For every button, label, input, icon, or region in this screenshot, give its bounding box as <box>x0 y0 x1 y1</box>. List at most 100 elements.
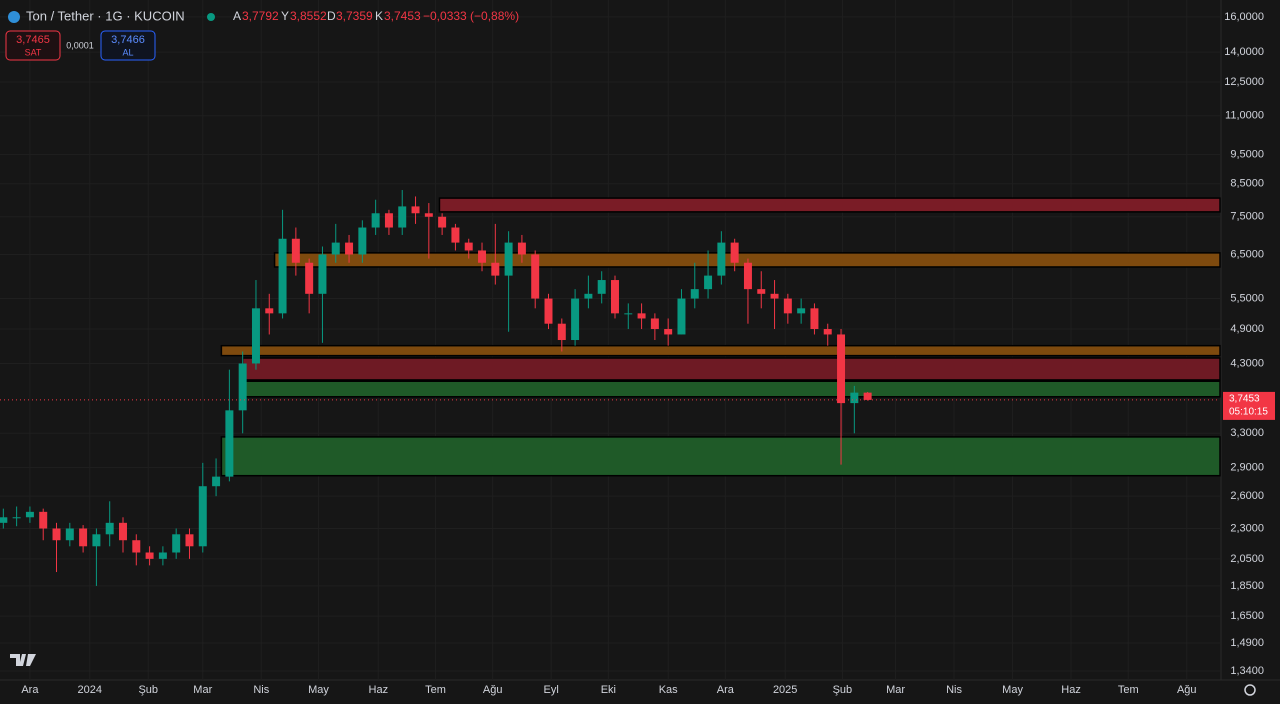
y-tick-label: 2,3000 <box>1230 522 1264 534</box>
candle-body <box>743 262 752 290</box>
candle-body <box>797 308 806 314</box>
candle-body <box>850 392 859 404</box>
candle-body <box>770 293 779 299</box>
header: Ton / Tether · 1G · KUCOIN A 3,7792 Y 3,… <box>8 8 519 23</box>
y-tick-label: 4,9000 <box>1230 323 1264 335</box>
x-tick-label: 2025 <box>773 684 797 696</box>
x-tick-label: Ara <box>21 684 39 696</box>
x-tick-label: Haz <box>1061 684 1081 696</box>
candle-body <box>79 528 88 547</box>
candle-body <box>198 486 207 547</box>
x-tick-label: May <box>308 684 329 696</box>
spread: 0,0001 <box>66 40 94 50</box>
candle-body <box>119 522 127 541</box>
settings-icon[interactable] <box>1244 684 1256 696</box>
candle-body <box>305 262 314 294</box>
candle-body <box>12 517 21 519</box>
zone <box>241 380 1221 398</box>
candle-body <box>251 308 260 364</box>
candle-body <box>398 206 407 228</box>
y-tick-label: 1,8500 <box>1230 580 1264 592</box>
sell-price: 3,7465 <box>16 34 50 46</box>
candle-body <box>571 298 580 341</box>
sell-button[interactable] <box>5 30 61 61</box>
ohlc-key: K <box>375 9 383 23</box>
candle-body <box>624 313 633 315</box>
candle-body <box>331 242 340 255</box>
x-tick-label: Tem <box>1118 684 1139 696</box>
x-tick-label: Nis <box>253 684 269 696</box>
candle-body <box>757 289 766 294</box>
zone <box>220 436 1221 477</box>
y-tick-label: 4,3000 <box>1230 357 1264 369</box>
buy-button[interactable] <box>100 30 156 61</box>
y-tick-label: 2,0500 <box>1230 553 1264 565</box>
logo-shape <box>10 654 36 666</box>
candle-body <box>158 552 167 559</box>
candle-body <box>783 298 792 314</box>
candle-body <box>358 227 367 255</box>
candle-body <box>717 242 726 276</box>
x-tick-label: May <box>1002 684 1023 696</box>
status-dot <box>207 13 215 21</box>
candle-body <box>464 242 473 251</box>
candle-body <box>584 293 593 299</box>
candle-body <box>837 334 846 404</box>
x-tick-label: Şub <box>138 684 158 696</box>
x-tick-label: Mar <box>886 684 905 696</box>
candle-body <box>238 363 247 411</box>
y-tick-label: 16,0000 <box>1224 11 1264 23</box>
candle-body <box>318 254 327 294</box>
candle-body <box>105 522 114 535</box>
chart-title: Ton / Tether · 1G · KUCOIN <box>26 8 185 23</box>
x-tick-label: Nis <box>946 684 962 696</box>
trade-buttons: 3,7465 SAT 0,0001 3,7466 AL <box>5 30 156 61</box>
candle-body <box>212 476 221 487</box>
x-tick-label: Kas <box>659 684 678 696</box>
candle-body <box>265 308 274 314</box>
x-tick-label: Haz <box>369 684 389 696</box>
tv-logo <box>10 654 36 666</box>
y-tick-label: 6,5000 <box>1230 248 1264 260</box>
zone <box>241 357 1221 381</box>
y-tick-label: 5,5000 <box>1230 292 1264 304</box>
candle-body <box>185 534 194 547</box>
candle-body <box>610 280 619 314</box>
zone <box>220 344 1221 357</box>
ohlc-value: 3,7792 <box>242 9 279 23</box>
candle-body <box>132 540 141 553</box>
y-tick-label: 1,3400 <box>1230 665 1264 677</box>
x-tick-label: Eki <box>601 684 616 696</box>
candle-body <box>225 410 234 477</box>
candle-body <box>491 262 500 276</box>
last-price-label: 3,7453 <box>1229 394 1260 405</box>
y-tick-label: 1,4900 <box>1230 637 1264 649</box>
candle-body <box>664 329 673 335</box>
candle-body <box>39 511 48 529</box>
y-tick-label: 9,5000 <box>1230 148 1264 160</box>
candle-body <box>92 534 101 547</box>
candle-body <box>730 242 739 263</box>
ohlc-change: −0,0333 (−0,88%) <box>423 9 519 23</box>
candle-body <box>52 528 61 541</box>
x-tick-label: Tem <box>425 684 446 696</box>
ohlc-value: 3,8552 <box>290 9 327 23</box>
candle-body <box>690 289 699 299</box>
candle-body <box>278 238 287 314</box>
y-tick-label: 7,5000 <box>1230 211 1264 223</box>
ohlc-value: 3,7453 <box>384 9 421 23</box>
y-tick-label: 11,0000 <box>1225 110 1264 122</box>
buy-label: AL <box>122 47 133 57</box>
ohlc-key: A <box>233 9 241 23</box>
candle-body <box>863 392 872 400</box>
y-tick-label: 2,6000 <box>1230 490 1264 502</box>
candle-body <box>557 323 566 341</box>
buy-price: 3,7466 <box>111 34 145 46</box>
ohlc-key: D <box>327 9 336 23</box>
ohlc-key: Y <box>281 9 289 23</box>
candle-body <box>504 242 513 276</box>
candle-body <box>531 254 540 299</box>
candle-body <box>451 227 460 243</box>
candle-body <box>291 238 300 263</box>
x-tick-label: Ağu <box>1177 684 1197 696</box>
